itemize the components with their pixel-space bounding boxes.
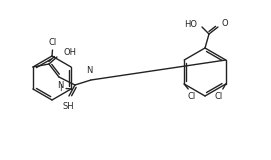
Text: I: I [60,84,62,92]
Text: Cl: Cl [215,92,223,101]
Text: OH: OH [64,48,77,56]
Text: O: O [222,19,229,28]
Text: SH: SH [62,102,74,111]
Text: HO: HO [184,20,197,28]
Text: Cl: Cl [49,38,57,47]
Text: N: N [86,66,92,75]
Text: Cl: Cl [187,92,195,101]
Text: N: N [57,81,63,90]
